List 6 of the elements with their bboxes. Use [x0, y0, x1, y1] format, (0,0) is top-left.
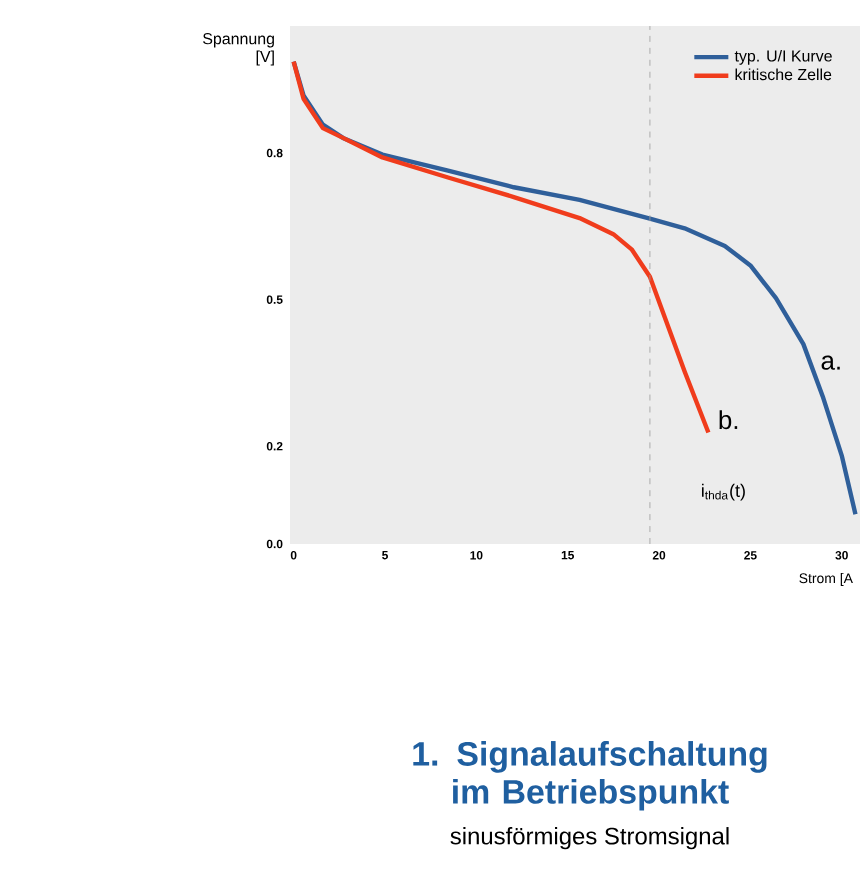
annotation: a. [821, 355, 840, 370]
annotation: b. [719, 410, 738, 430]
annotation: i$_{thda}$(t) [701, 483, 745, 501]
text: sinusförmiges Stromsignal [450, 827, 729, 850]
line-series [291, 59, 711, 435]
text: 1. Signalaufschaltung im Betriebspunkt [413, 741, 767, 811]
